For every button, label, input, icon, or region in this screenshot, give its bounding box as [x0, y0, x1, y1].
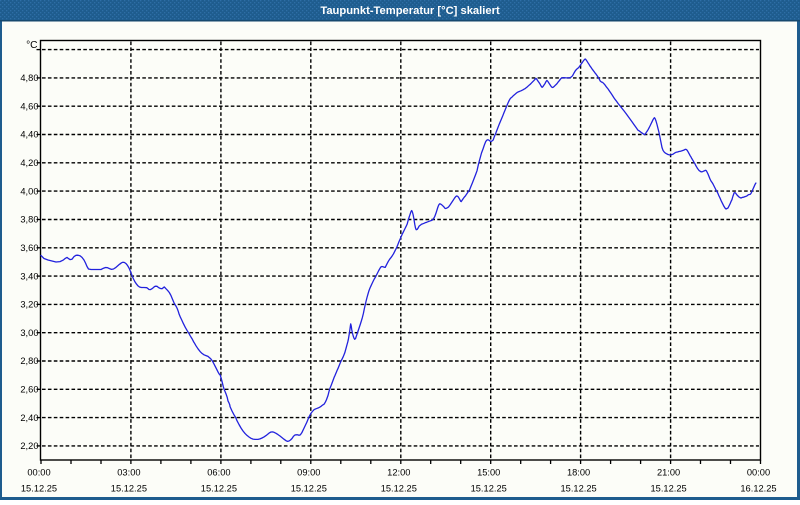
svg-text:4,40: 4,40 — [20, 130, 38, 140]
svg-text:15.12.25: 15.12.25 — [201, 483, 237, 493]
svg-text:15:00: 15:00 — [477, 468, 500, 478]
svg-text:4,00: 4,00 — [20, 186, 38, 196]
svg-text:Taupunkt-Temperatur [°C] skali: Taupunkt-Temperatur [°C] skaliert — [320, 5, 500, 17]
svg-text:15.12.25: 15.12.25 — [381, 483, 417, 493]
svg-text:06:00: 06:00 — [207, 468, 230, 478]
svg-text:03:00: 03:00 — [117, 468, 140, 478]
svg-text:09:00: 09:00 — [297, 468, 320, 478]
svg-text:3,00: 3,00 — [20, 328, 38, 338]
svg-text:2,40: 2,40 — [20, 413, 38, 423]
svg-text:15.12.25: 15.12.25 — [650, 483, 686, 493]
svg-text:21:00: 21:00 — [657, 468, 680, 478]
svg-text:12:00: 12:00 — [387, 468, 410, 478]
svg-text:2,60: 2,60 — [20, 385, 38, 395]
svg-text:4,20: 4,20 — [20, 158, 38, 168]
svg-text:15.12.25: 15.12.25 — [111, 483, 147, 493]
svg-text:2,80: 2,80 — [20, 356, 38, 366]
svg-text:3,60: 3,60 — [20, 243, 38, 253]
svg-text:16.12.25: 16.12.25 — [740, 483, 776, 493]
svg-text:00:00: 00:00 — [747, 468, 770, 478]
svg-text:18:00: 18:00 — [567, 468, 590, 478]
svg-text:15.12.25: 15.12.25 — [21, 483, 57, 493]
svg-text:00:00: 00:00 — [27, 468, 50, 478]
svg-text:2,20: 2,20 — [20, 441, 38, 451]
svg-text:3,40: 3,40 — [20, 271, 38, 281]
svg-text:4,80: 4,80 — [20, 73, 38, 83]
svg-text:15.12.25: 15.12.25 — [471, 483, 507, 493]
svg-text:15.12.25: 15.12.25 — [291, 483, 327, 493]
svg-text:15.12.25: 15.12.25 — [560, 483, 596, 493]
svg-text:3,80: 3,80 — [20, 215, 38, 225]
svg-text:°C: °C — [26, 40, 37, 51]
svg-text:4,60: 4,60 — [20, 101, 38, 111]
svg-text:3,20: 3,20 — [20, 300, 38, 310]
